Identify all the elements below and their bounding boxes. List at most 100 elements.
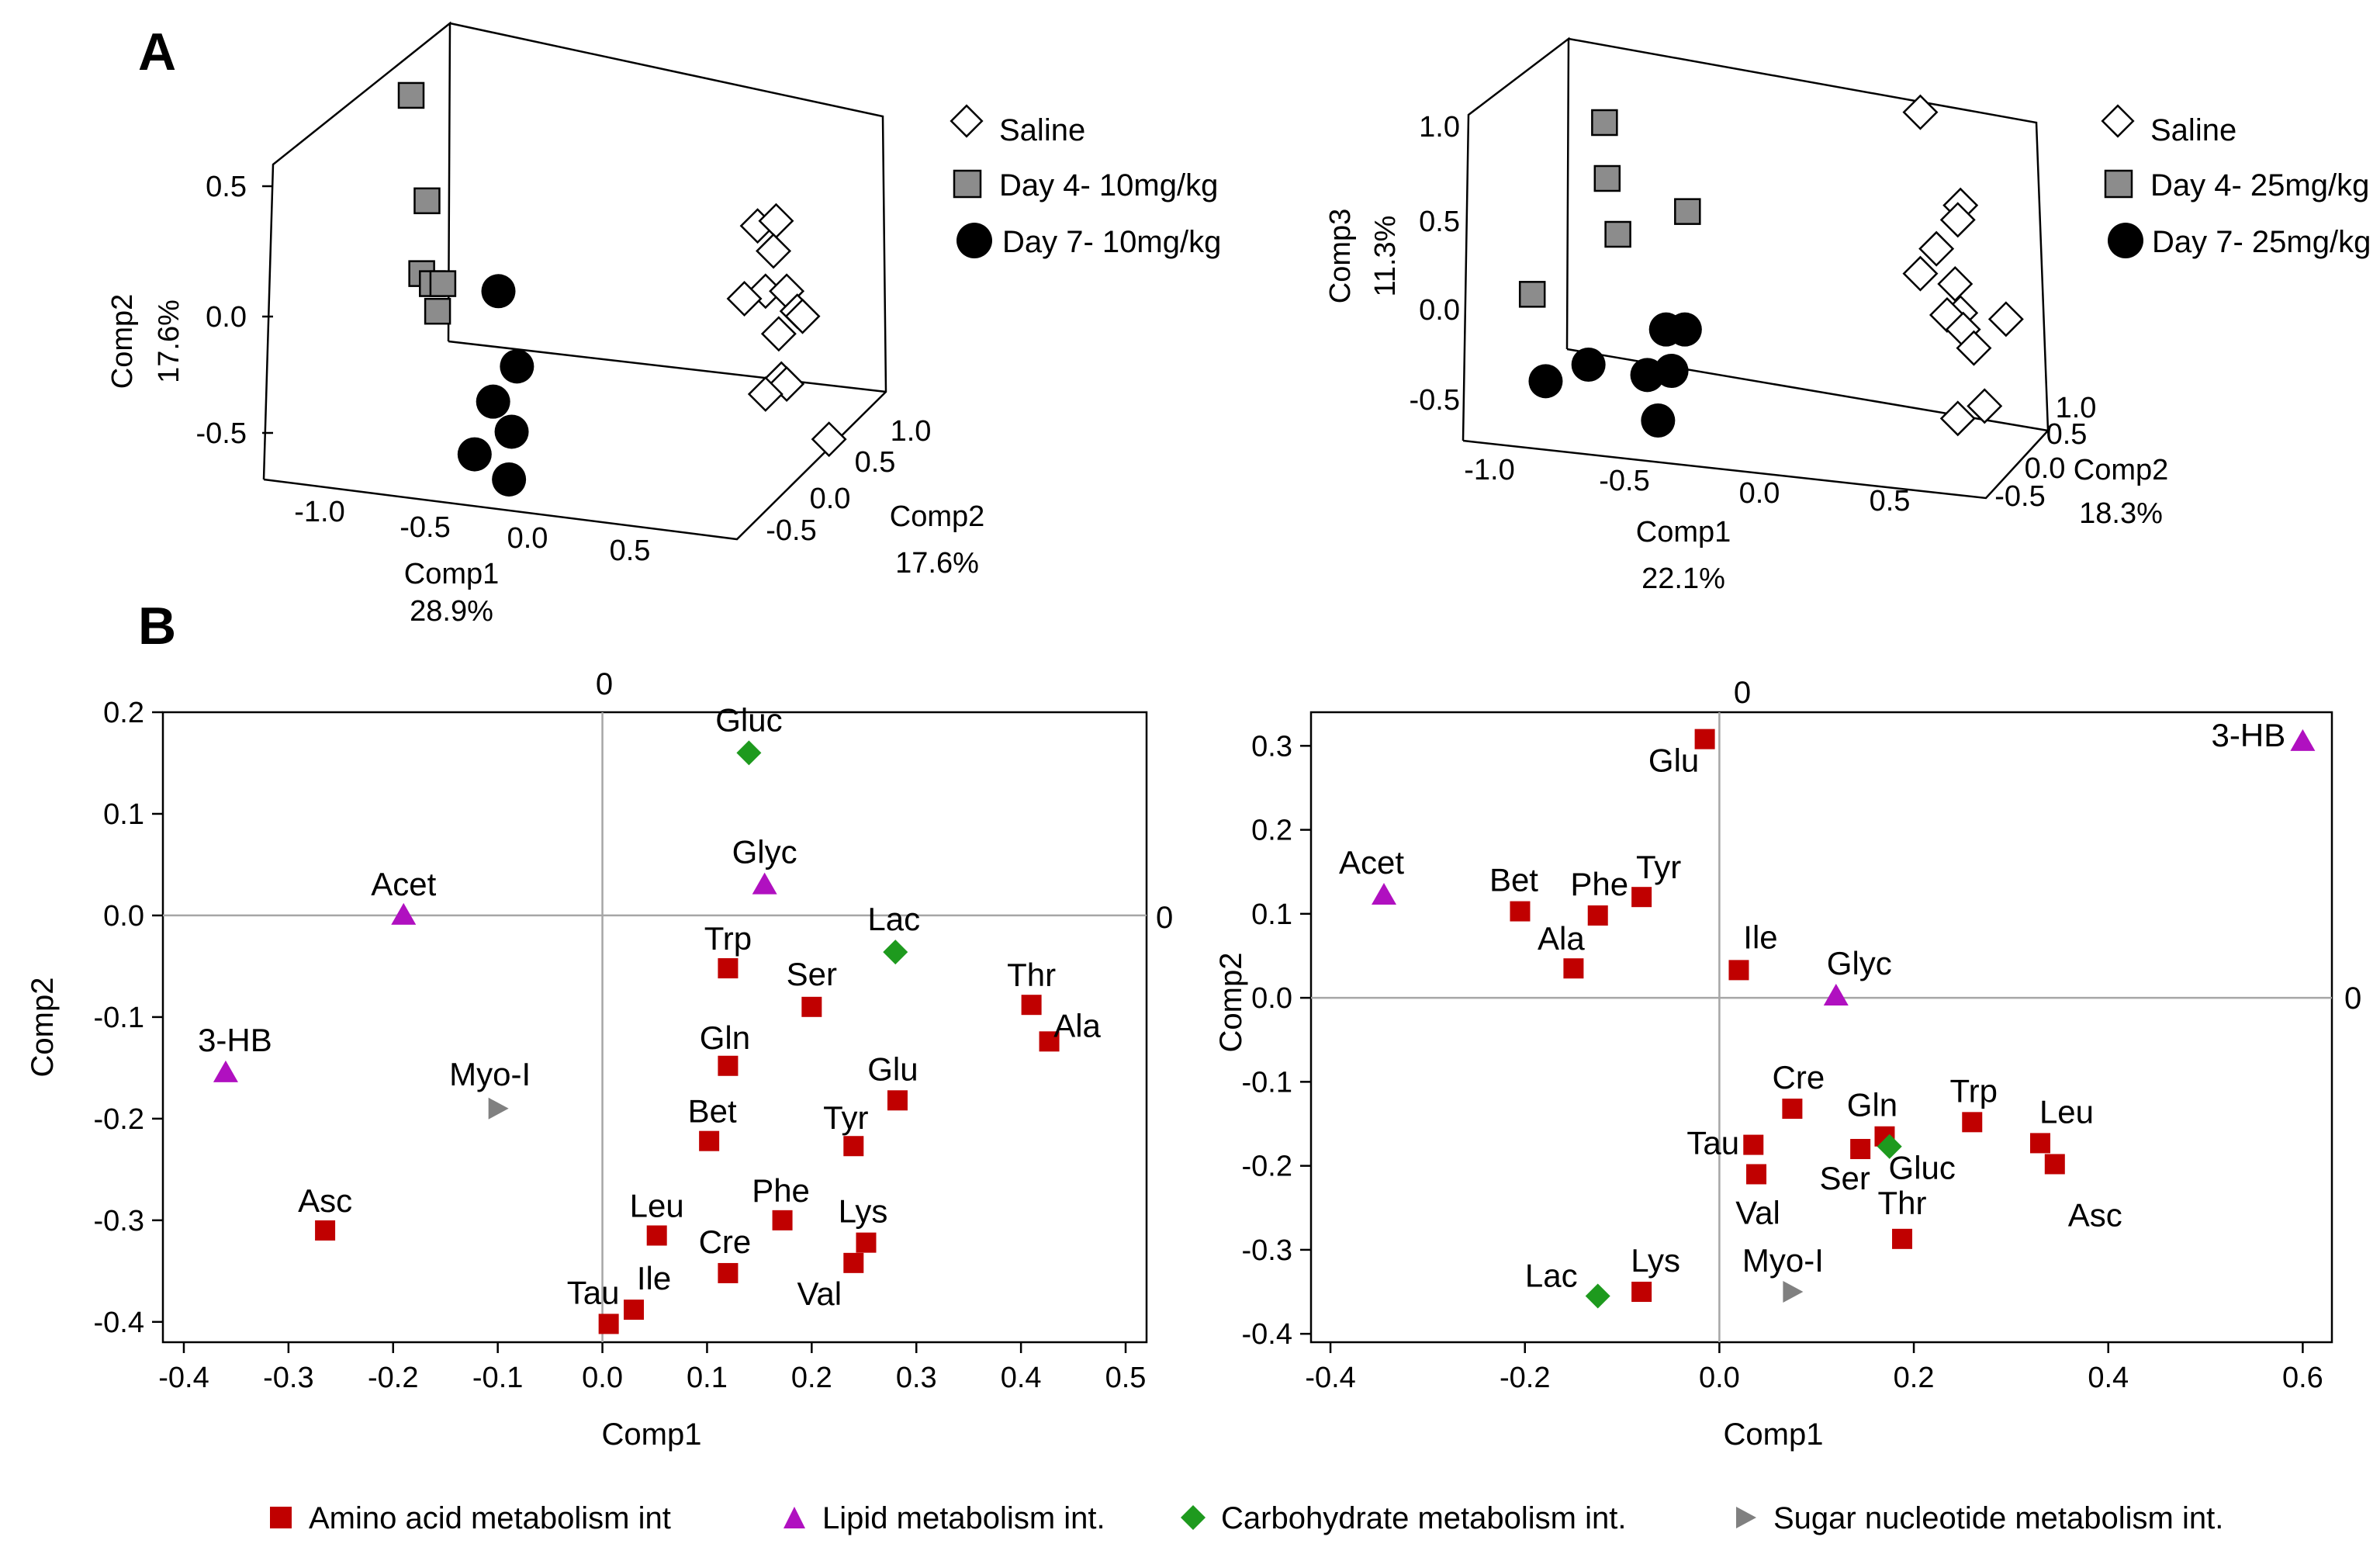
point-marker-carbo — [1585, 1283, 1610, 1309]
y-tick-label: -0.1 — [94, 1002, 144, 1034]
y-tick-label: 0.5 — [1419, 206, 1460, 238]
x-tick-label: -0.5 — [400, 511, 450, 544]
y-tick-label: 0.1 — [103, 798, 144, 831]
point-day7 — [494, 414, 529, 449]
point-label: Val — [1735, 1194, 1780, 1230]
point-marker-lipid — [391, 902, 417, 925]
point-label: Bet — [1489, 862, 1538, 898]
point-marker-amino — [598, 1314, 619, 1334]
x-tick-label: -0.5 — [1599, 465, 1649, 497]
point-saline — [1902, 94, 1939, 130]
point-day4 — [429, 270, 457, 297]
chart-a-left: 0.5 0.0 -0.5 Comp2 17.6% -1.0 -0.5 0.0 0… — [106, 21, 1221, 628]
point-saline — [758, 202, 794, 239]
legend: Saline Day 4- 25mg/kg Day 7- 25mg/kg — [2101, 104, 2371, 259]
point-marker-amino — [718, 1262, 739, 1283]
point-marker-amino — [772, 1210, 793, 1230]
point-label: Thr — [1007, 957, 1056, 993]
y-tick-label: -0.3 — [1242, 1234, 1292, 1267]
point-day7 — [1667, 312, 1702, 347]
y-tick-label: 1.0 — [1419, 111, 1460, 144]
point-label: Tau — [567, 1274, 620, 1310]
point-day7 — [457, 437, 492, 472]
zero-label-top: 0 — [1734, 676, 1751, 710]
x-tick-label: -1.0 — [1464, 454, 1514, 486]
x-tick-label: -1.0 — [294, 496, 344, 528]
point-label: 3-HB — [2212, 717, 2286, 753]
x-tick-label: 0.5 — [1105, 1362, 1147, 1394]
point-marker-lipid — [1823, 983, 1849, 1005]
y-axis-pct: 17.6% — [153, 299, 185, 383]
bottom-legend: Amino acid metabolism int Lipid metaboli… — [270, 1501, 2223, 1535]
point-day4 — [1674, 198, 1701, 225]
point-day4 — [1593, 164, 1621, 192]
point-label: Ser — [787, 956, 837, 992]
x-axis-title: Comp1 — [602, 1417, 702, 1452]
point-day4 — [424, 297, 451, 325]
point-label: Cre — [1773, 1059, 1825, 1095]
y-axis-name: Comp2 — [106, 294, 139, 389]
x-axis-title: Comp1 — [1724, 1417, 1824, 1452]
zero-label-top: 0 — [596, 667, 613, 701]
point-marker-amino — [699, 1130, 720, 1151]
point-label: Tau — [1686, 1125, 1739, 1161]
point-day7 — [500, 349, 534, 384]
y-tick-label: 0.0 — [1251, 982, 1292, 1015]
y-tick-label: 0.3 — [1251, 730, 1292, 763]
point-label: Asc — [2068, 1196, 2122, 1233]
box-back-left-edges — [262, 21, 451, 480]
legend-marker-square — [2104, 169, 2133, 199]
points — [397, 81, 847, 497]
point-label: Lys — [839, 1193, 888, 1230]
z-tick-label: -0.5 — [1994, 480, 2045, 513]
legend-marker-carbo — [1181, 1505, 1206, 1530]
y-axis-title: Comp2 — [26, 978, 60, 1078]
z-tick-label: 0.5 — [2046, 418, 2088, 451]
y-tick-label: 0.1 — [1251, 898, 1292, 931]
point-label: Tyr — [1636, 849, 1681, 885]
point-label: Tyr — [823, 1099, 868, 1136]
x-axis-name: Comp1 — [404, 558, 500, 590]
point-saline — [1987, 301, 2024, 337]
point-label: Phe — [1570, 866, 1628, 902]
point-day7 — [1571, 348, 1606, 382]
point-marker-amino — [718, 958, 739, 979]
y-tick-label: 0.2 — [1251, 815, 1292, 847]
point-label: Cre — [699, 1224, 752, 1260]
point-day7 — [481, 274, 516, 309]
legend-marker-lipid — [784, 1507, 805, 1528]
points: 3-HB Glu Acet Bet Phe Tyr Ala Ile Glyc Cre Trp Gln L… — [1339, 717, 2316, 1309]
y-tick-label: 0.2 — [103, 697, 144, 729]
y-tick-label: -0.4 — [1242, 1318, 1292, 1351]
point-day4 — [413, 187, 441, 215]
z-tick-label: -0.5 — [766, 514, 816, 547]
point-label: Phe — [752, 1172, 810, 1209]
point-marker-lipid — [2290, 729, 2316, 751]
point-marker-amino — [718, 1055, 739, 1076]
z-tick-label: 1.0 — [891, 415, 932, 448]
panel-label-b: B — [138, 597, 176, 656]
point-label: 3-HB — [198, 1022, 272, 1058]
point-marker-amino — [1746, 1164, 1767, 1185]
legend-marker-sugar — [1736, 1507, 1756, 1528]
point-label: Glu — [867, 1050, 918, 1087]
legend-label: Day 7- 25mg/kg — [2152, 225, 2371, 259]
point-marker-lipid — [1372, 883, 1396, 905]
point-marker-amino — [624, 1300, 645, 1320]
point-label: Glyc — [1827, 945, 1892, 981]
plot-frame — [1309, 711, 2333, 1344]
point-marker-amino — [1587, 905, 1608, 926]
point-label: Glyc — [732, 834, 797, 870]
point-label: Trp — [1950, 1072, 1998, 1109]
legend: Saline Day 4- 10mg/kg Day 7- 10mg/kg — [950, 104, 1221, 259]
x-tick-label: -0.2 — [1500, 1362, 1550, 1394]
point-label: Bet — [688, 1093, 737, 1130]
point-label: Acet — [371, 866, 436, 902]
x-tick-label: 0.2 — [1894, 1362, 1935, 1394]
y-tick-label: -0.2 — [1242, 1151, 1292, 1183]
point-day7 — [1630, 358, 1665, 393]
legend-marker-circle — [956, 223, 992, 258]
point-label: Ala — [1538, 920, 1585, 957]
point-day4 — [1604, 220, 1631, 248]
point-saline — [1956, 330, 1992, 366]
